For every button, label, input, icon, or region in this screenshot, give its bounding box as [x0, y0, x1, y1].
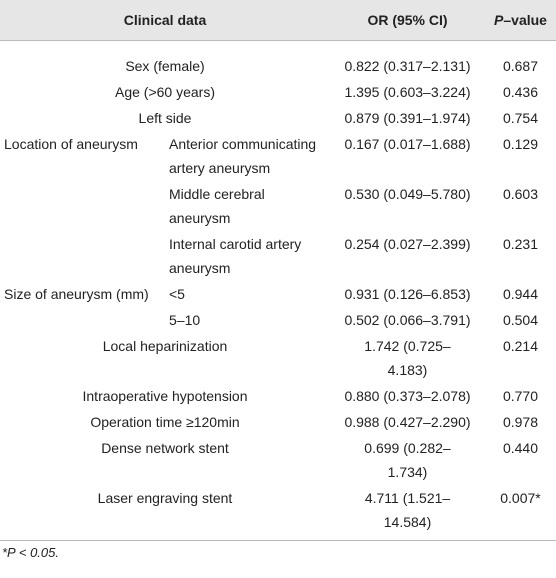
or-cell: 0.502 (0.066–3.791) — [330, 307, 485, 333]
or-cell: 0.822 (0.317–2.131) — [330, 41, 485, 80]
or-cell: 4.711 (1.521–14.584) — [330, 485, 485, 541]
or-value: 0.699 (0.282–1.734) — [364, 440, 451, 480]
or-cell: 0.988 (0.427–2.290) — [330, 409, 485, 435]
header-cell: Clinical data — [0, 0, 330, 41]
or-cell: 0.530 (0.049–5.780) — [330, 181, 485, 231]
footnote: *P < 0.05. — [2, 545, 59, 560]
p-value: 0.944 — [502, 286, 539, 302]
p-value: 0.504 — [502, 312, 539, 328]
row-label: Intraoperative hypotension — [82, 388, 248, 404]
or-value: 0.502 (0.066–3.791) — [344, 312, 471, 328]
table-row: Laser engraving stent 4.711 (1.521–14.584… — [0, 485, 556, 541]
p-value: 0.007* — [485, 485, 556, 541]
p-value: 0.687 — [502, 58, 539, 74]
or-cell: 1.742 (0.725–4.183) — [330, 333, 485, 383]
or-value: 0.254 (0.027–2.399) — [344, 236, 471, 252]
table-row: Left side 0.879 (0.391–1.974) 0.754 — [0, 105, 556, 131]
table-row: Sex (female) 0.822 (0.317–2.131) 0.687 — [0, 41, 556, 80]
or-value: 0.988 (0.427–2.290) — [344, 414, 471, 430]
p-value: 0.129 — [502, 136, 539, 152]
sub-label: 5–10 — [169, 312, 201, 328]
group-label: Location of aneurysm — [4, 136, 138, 152]
table-row: Local heparinization 1.742 (0.725–4.183) 0… — [0, 333, 556, 383]
p-value: 0.440 — [502, 440, 539, 456]
group-label: Size of aneurysm (mm) — [4, 286, 149, 302]
header-row: Clinical data OR (95% CI) P–value — [0, 0, 556, 41]
or-value: 1.742 (0.725–4.183) — [364, 338, 451, 378]
sub-label: Middle cerebral aneurysm — [169, 186, 265, 226]
or-value: 1.395 (0.603–3.224) — [344, 84, 471, 100]
p-value: 0.214 — [502, 338, 539, 354]
row-label: Age (>60 years) — [115, 84, 215, 100]
table-row: Middle cerebral aneurysm 0.530 (0.049–5.7… — [0, 181, 556, 231]
row-label: Dense network stent — [101, 440, 229, 456]
or-cell: 1.395 (0.603–3.224) — [330, 79, 485, 105]
p-value: 0.603 — [502, 186, 539, 202]
p-value: 0.436 — [502, 84, 539, 100]
or-value: 0.879 (0.391–1.974) — [344, 110, 471, 126]
table-row: Operation time ≥120min 0.988 (0.427–2.290… — [0, 409, 556, 435]
or-value: 0.880 (0.373–2.078) — [344, 388, 471, 404]
or-cell: 0.699 (0.282–1.734) — [330, 435, 485, 485]
sub-label: Internal carotid artery aneurysm — [169, 236, 302, 276]
table-body: Sex (female) 0.822 (0.317–2.131) 0.687 Age … — [0, 41, 556, 541]
header-text: P–value — [494, 12, 547, 28]
row-label: Left side — [138, 110, 192, 126]
or-value: 4.711 (1.521–14.584) — [364, 490, 451, 530]
row-label: Local heparinization — [102, 338, 228, 354]
table-row: Location of aneurysm Anterior communicati… — [0, 131, 556, 181]
row-label: Sex (female) — [125, 58, 205, 74]
results-table: Clinical data OR (95% CI) P–value Sex (f… — [0, 0, 556, 541]
or-cell: 0.254 (0.027–2.399) — [330, 231, 485, 281]
table-row: Dense network stent 0.699 (0.282–1.734) 0.… — [0, 435, 556, 485]
table-row: Internal carotid artery aneurysm 0.254 (0… — [0, 231, 556, 281]
or-value: 0.822 (0.317–2.131) — [344, 58, 471, 74]
p-value: 0.978 — [502, 414, 539, 430]
header-cell: OR (95% CI) — [330, 0, 485, 41]
or-cell: 0.931 (0.126–6.853) — [330, 281, 485, 307]
table-row: 5–10 0.502 (0.066–3.791) 0.504 — [0, 307, 556, 333]
or-cell: 0.880 (0.373–2.078) — [330, 383, 485, 409]
table-row: Intraoperative hypotension 0.880 (0.373–2… — [0, 383, 556, 409]
p-value: 0.231 — [502, 236, 539, 252]
table-header: Clinical data OR (95% CI) P–value — [0, 0, 556, 41]
sub-label: Anterior communicating artery aneurysm — [169, 136, 317, 176]
header-cell: P–value — [485, 0, 556, 41]
row-label: Laser engraving stent — [0, 485, 330, 541]
row-label: Operation time ≥120min — [90, 414, 240, 430]
table-row: Age (>60 years) 1.395 (0.603–3.224) 0.436 — [0, 79, 556, 105]
table-row: Size of aneurysm (mm) <5 0.931 (0.126–6.85… — [0, 281, 556, 307]
p-value: 0.770 — [502, 388, 539, 404]
or-cell: 0.167 (0.017–1.688) — [330, 131, 485, 181]
p-value: 0.754 — [502, 110, 539, 126]
or-value: 0.167 (0.017–1.688) — [344, 136, 471, 152]
sub-label: <5 — [169, 286, 185, 302]
or-value: 0.931 (0.126–6.853) — [344, 286, 471, 302]
or-value: 0.530 (0.049–5.780) — [344, 186, 471, 202]
or-cell: 0.879 (0.391–1.974) — [330, 105, 485, 131]
